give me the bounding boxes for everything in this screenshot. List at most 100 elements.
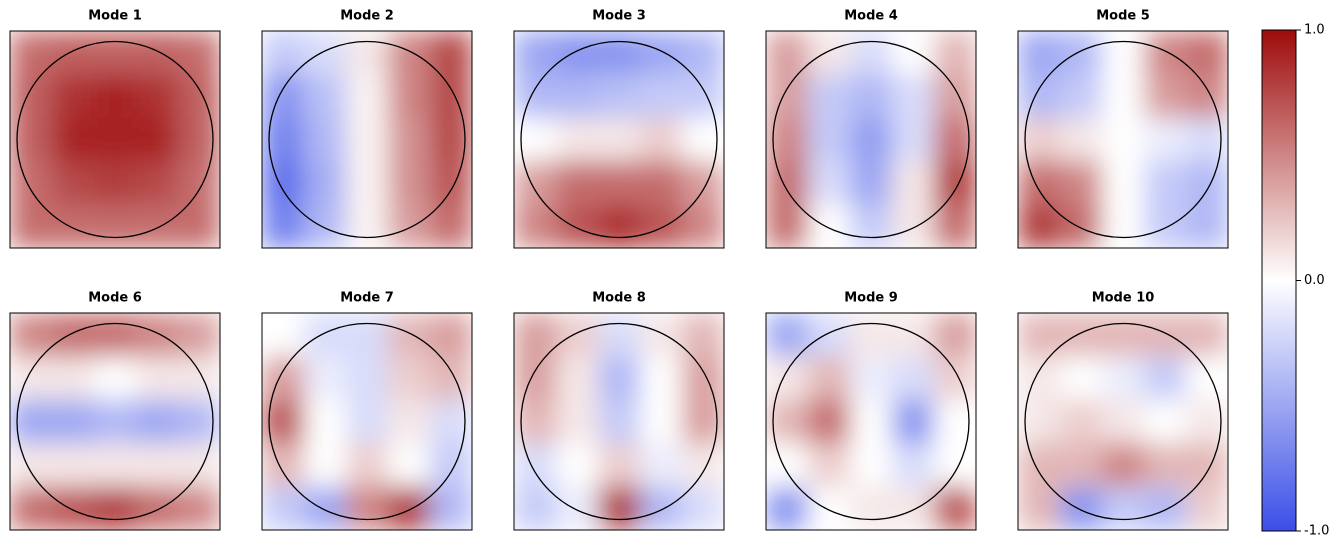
cell	[514, 74, 557, 119]
field-cells	[514, 313, 724, 530]
cell	[1186, 443, 1228, 488]
cell	[766, 31, 809, 75]
cell	[766, 74, 809, 119]
field	[766, 31, 976, 248]
cell	[1144, 161, 1187, 206]
cell	[640, 161, 683, 206]
cell	[430, 399, 472, 444]
cell	[556, 486, 599, 530]
cell	[10, 74, 53, 119]
cell	[346, 399, 389, 444]
cell	[430, 313, 472, 357]
cell	[766, 204, 809, 248]
panel-frame	[261, 30, 473, 249]
cell	[1144, 204, 1187, 248]
cell	[1186, 161, 1228, 206]
cell	[94, 204, 137, 248]
cell	[514, 204, 557, 248]
cell	[892, 356, 935, 401]
colorbar	[1261, 29, 1297, 532]
circle-outline	[1024, 322, 1222, 521]
cell	[94, 443, 137, 488]
cell	[808, 399, 851, 444]
panel-title: Mode 2	[340, 9, 394, 24]
cell	[556, 74, 599, 119]
cell	[1144, 31, 1187, 75]
field	[1018, 31, 1228, 248]
circle-outline	[520, 322, 718, 521]
cell	[346, 31, 389, 75]
cell	[1060, 204, 1103, 248]
cell	[304, 31, 347, 75]
cell	[1102, 486, 1145, 530]
cell	[1186, 399, 1228, 444]
cell	[430, 117, 472, 162]
cell	[178, 161, 220, 206]
cell	[1186, 31, 1228, 75]
cell	[52, 204, 95, 248]
cell	[682, 313, 724, 357]
cell	[934, 313, 976, 357]
panel-frame	[1017, 30, 1229, 249]
cell	[136, 356, 179, 401]
cell	[850, 31, 893, 75]
cell	[10, 443, 53, 488]
cell	[136, 31, 179, 75]
cell	[808, 486, 851, 530]
cell	[1060, 117, 1103, 162]
circle-outline	[772, 40, 970, 239]
cell	[682, 399, 724, 444]
cell	[52, 486, 95, 530]
cell	[178, 204, 220, 248]
cell	[304, 356, 347, 401]
cell	[346, 486, 389, 530]
cell	[1018, 443, 1061, 488]
cell	[934, 31, 976, 75]
cell	[1018, 313, 1061, 357]
cell	[304, 443, 347, 488]
cell	[136, 486, 179, 530]
cell	[556, 31, 599, 75]
cell	[10, 204, 53, 248]
cell	[262, 161, 305, 206]
cell	[682, 356, 724, 401]
cell	[598, 356, 641, 401]
cell	[1018, 74, 1061, 119]
cell	[1018, 204, 1061, 248]
cell	[388, 399, 431, 444]
cell	[1102, 161, 1145, 206]
cell	[346, 313, 389, 357]
cell	[10, 356, 53, 401]
cell	[1102, 31, 1145, 75]
cell	[1186, 74, 1228, 119]
cell	[682, 117, 724, 162]
cell	[1186, 204, 1228, 248]
cell	[808, 204, 851, 248]
cell	[640, 74, 683, 119]
cell	[556, 356, 599, 401]
cell	[1060, 161, 1103, 206]
cell	[934, 74, 976, 119]
cell	[556, 161, 599, 206]
cell	[430, 31, 472, 75]
cell	[1018, 356, 1061, 401]
cell	[934, 443, 976, 488]
cell	[892, 74, 935, 119]
field-cells	[1018, 313, 1228, 530]
cell	[388, 204, 431, 248]
cell	[178, 31, 220, 75]
cell	[304, 74, 347, 119]
panel-title: Mode 9	[844, 291, 898, 306]
cell	[304, 486, 347, 530]
panel-title: Mode 1	[88, 9, 142, 24]
cell	[94, 356, 137, 401]
cell	[1060, 313, 1103, 357]
cell	[850, 204, 893, 248]
cell	[682, 74, 724, 119]
panel-frame	[9, 312, 221, 531]
cell	[136, 204, 179, 248]
cell	[1060, 356, 1103, 401]
cell	[430, 74, 472, 119]
cell	[94, 313, 137, 357]
cell	[262, 74, 305, 119]
